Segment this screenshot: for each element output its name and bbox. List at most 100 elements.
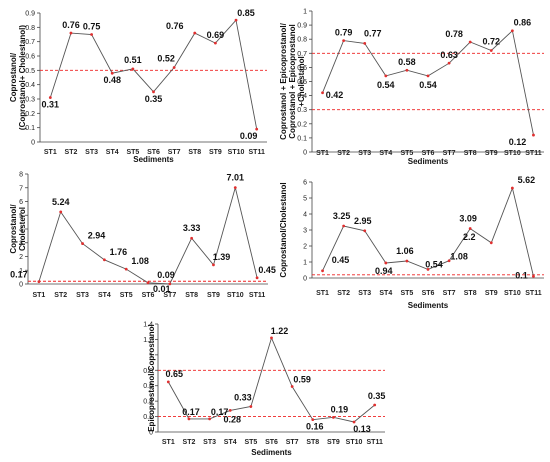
data-point bbox=[172, 66, 176, 69]
y-tick-label: 0.3 bbox=[297, 107, 307, 114]
data-point bbox=[255, 276, 259, 280]
x-tick-label: ST7 bbox=[168, 149, 181, 156]
data-point bbox=[447, 61, 451, 65]
data-point bbox=[363, 229, 367, 233]
data-label: 0.16 bbox=[306, 422, 324, 432]
data-label: 1.06 bbox=[396, 246, 414, 256]
data-label: 0.69 bbox=[207, 30, 225, 40]
y-tick-label: 0.5 bbox=[297, 79, 307, 86]
x-tick-label: ST7 bbox=[163, 292, 176, 299]
y-tick-label: 0.9 bbox=[25, 11, 35, 18]
data-point bbox=[532, 133, 535, 137]
x-tick-label: ST5 bbox=[244, 439, 257, 446]
x-tick-label: ST10 bbox=[504, 290, 521, 297]
y-tick-label: 1 bbox=[303, 260, 307, 267]
x-tick-label: ST4 bbox=[98, 292, 111, 299]
y-tick-label: 0.3 bbox=[25, 97, 35, 104]
data-label: 0.76 bbox=[166, 21, 184, 31]
data-label: 0.33 bbox=[234, 393, 252, 403]
y-tick-label: 0.6 bbox=[143, 383, 153, 390]
data-label: 0.52 bbox=[157, 53, 175, 63]
y-tick-label: 0.8 bbox=[143, 368, 153, 375]
chart-panel-1: 0 0.1 0.2 0.3 0.4 0.5 0.6 0.7 0.8 0.9 ST1 ST2 ST3 ST4… bbox=[9, 8, 267, 164]
data-point bbox=[131, 67, 135, 71]
data-label: 2.2 bbox=[463, 232, 476, 242]
y-tick-label: 0.5 bbox=[25, 68, 35, 75]
y-axis-title: Cholesterol bbox=[18, 207, 27, 251]
y-tick-label: 1.4 bbox=[143, 322, 153, 329]
data-point bbox=[102, 258, 106, 262]
x-tick-label: ST3 bbox=[358, 290, 371, 297]
x-tick-label: ST9 bbox=[327, 439, 340, 446]
x-axis-title: Sediments bbox=[408, 301, 449, 310]
x-tick-label: ST9 bbox=[209, 149, 222, 156]
y-tick-label: 4 bbox=[19, 227, 23, 234]
data-label: 7.01 bbox=[227, 173, 245, 183]
data-point bbox=[332, 415, 335, 419]
x-tick-label: ST11 bbox=[249, 149, 265, 156]
y-tick-label: 0.1 bbox=[25, 125, 35, 132]
x-tick-label: ST1 bbox=[32, 292, 45, 299]
data-point bbox=[405, 68, 409, 72]
y-tick-label: 0 bbox=[303, 276, 307, 283]
data-point bbox=[190, 236, 194, 240]
data-point bbox=[59, 210, 63, 214]
y-tick-label: 0.2 bbox=[143, 414, 153, 421]
y-tick-label: 1 bbox=[149, 352, 153, 359]
data-point bbox=[468, 40, 472, 44]
data-point bbox=[234, 18, 238, 22]
y-axis-title: Coprostanol + Epicoprostanol/ bbox=[279, 22, 288, 139]
data-point bbox=[321, 91, 324, 95]
y-tick-label: 0.2 bbox=[297, 121, 307, 128]
y-tick-label: 0.1 bbox=[297, 135, 307, 142]
y-tick-label: 0.7 bbox=[297, 51, 307, 58]
x-tick-label: ST10 bbox=[346, 439, 363, 446]
x-tick-label: ST1 bbox=[316, 290, 329, 297]
data-label: 0.54 bbox=[377, 80, 395, 90]
data-point bbox=[384, 261, 388, 265]
data-label: 0.54 bbox=[419, 80, 437, 90]
data-label: 1.22 bbox=[271, 326, 289, 336]
data-point bbox=[37, 280, 41, 284]
data-point bbox=[290, 385, 294, 388]
data-point bbox=[168, 282, 172, 286]
x-tick-label: ST1 bbox=[44, 149, 57, 156]
x-tick-label: ST6 bbox=[265, 439, 278, 446]
x-tick-label: ST10 bbox=[504, 150, 521, 157]
x-tick-label: ST6 bbox=[147, 149, 160, 156]
data-label: 1.08 bbox=[450, 252, 468, 262]
data-label: 5.62 bbox=[518, 175, 536, 185]
y-tick-label: 0.4 bbox=[143, 399, 153, 406]
y-tick-label: 5 bbox=[19, 213, 23, 220]
data-point bbox=[152, 90, 155, 94]
y-axis-title: Coprostanol/ bbox=[9, 52, 18, 102]
data-label: 0.75 bbox=[83, 22, 101, 32]
x-tick-label: ST9 bbox=[207, 292, 220, 299]
y-tick-label: 8 bbox=[19, 172, 23, 179]
data-label: 0.58 bbox=[398, 57, 416, 67]
x-tick-label: ST6 bbox=[142, 292, 155, 299]
data-label: 0.13 bbox=[353, 424, 371, 434]
data-label: 0.59 bbox=[293, 374, 311, 384]
data-label: 0.65 bbox=[166, 369, 184, 379]
y-tick-label: 1.2 bbox=[143, 337, 153, 344]
data-label: 0.45 bbox=[258, 265, 276, 275]
y-tick-label: 0.6 bbox=[25, 54, 35, 61]
x-tick-label: ST4 bbox=[106, 149, 119, 156]
data-label: 0.19 bbox=[331, 404, 349, 414]
x-tick-label: ST7 bbox=[286, 439, 299, 446]
data-point bbox=[233, 186, 237, 190]
x-tick-label: ST11 bbox=[249, 292, 265, 299]
data-label: 0.17 bbox=[211, 407, 229, 417]
x-tick-label: ST8 bbox=[464, 290, 477, 297]
data-label: 0.28 bbox=[223, 414, 241, 424]
data-label: 0.78 bbox=[445, 29, 463, 39]
y-tick-label: 0.8 bbox=[25, 25, 35, 32]
data-label: 0.85 bbox=[237, 8, 255, 18]
y-tick-label: 6 bbox=[19, 199, 23, 206]
y-axis-title: Coprostanol + Epicoprostanol bbox=[288, 24, 297, 138]
data-label: 0.54 bbox=[425, 259, 443, 269]
data-point bbox=[69, 31, 73, 35]
x-tick-label: ST4 bbox=[379, 150, 392, 157]
x-tick-label: ST5 bbox=[126, 149, 139, 156]
